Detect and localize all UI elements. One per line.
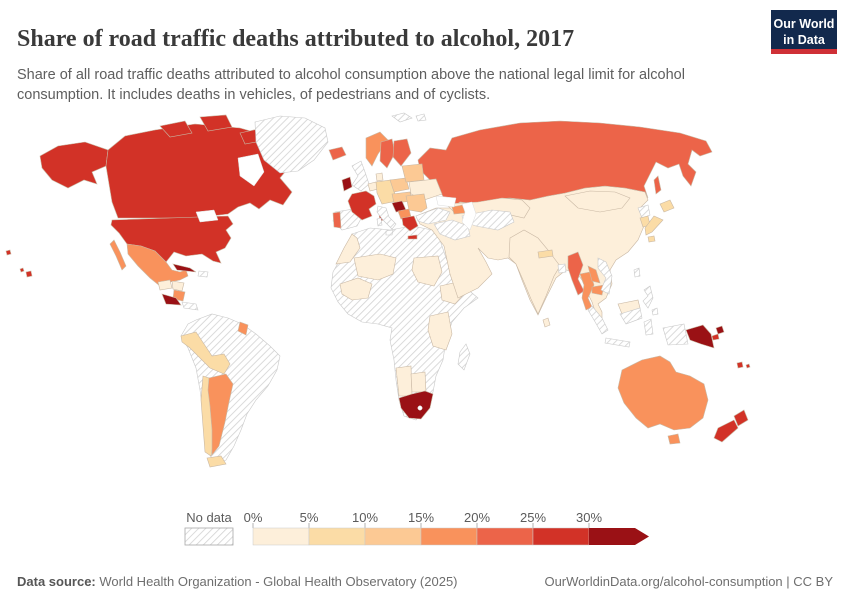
region-namibia[interactable] — [395, 365, 413, 397]
footer-source-label: Data source: — [17, 574, 96, 589]
map-south-america — [180, 313, 281, 468]
owid-logo[interactable]: Our World in Data — [771, 10, 837, 54]
legend-tick-label-0: 0% — [244, 510, 263, 525]
region-costa-rica[interactable] — [161, 293, 182, 306]
region-morocco[interactable] — [335, 233, 361, 265]
region-australia[interactable] — [617, 355, 709, 445]
region-laos[interactable] — [587, 265, 601, 284]
region-ireland[interactable] — [341, 176, 353, 192]
legend-tick-label-15: 15% — [408, 510, 434, 525]
hudson-bay — [237, 153, 265, 187]
region-hawaii[interactable] — [5, 249, 33, 278]
region-cuba[interactable] — [172, 263, 197, 273]
region-peru-ecuador-bolivia[interactable] — [180, 331, 231, 375]
legend-bin-10-15[interactable] — [364, 527, 422, 546]
chart-subtitle: Share of all road traffic deaths attribu… — [17, 66, 685, 104]
region-greenland[interactable] — [254, 115, 329, 174]
legend-bin-15-20[interactable] — [420, 527, 478, 546]
region-botswana[interactable] — [410, 371, 427, 393]
region-mongolia[interactable] — [564, 190, 631, 213]
map-europe — [328, 112, 443, 240]
legend-bin-5-10[interactable] — [308, 527, 366, 546]
region-sweden[interactable] — [379, 138, 396, 169]
footer-source-text: World Health Organization - Global Healt… — [95, 574, 458, 589]
region-tanzania[interactable] — [427, 311, 453, 351]
page-title: Share of road traffic deaths attributed … — [17, 26, 575, 53]
region-sudan[interactable] — [411, 255, 443, 287]
region-turkey[interactable] — [415, 207, 451, 225]
region-vietnam[interactable] — [597, 257, 613, 295]
region-guatemala[interactable] — [157, 279, 173, 291]
region-denmark[interactable] — [375, 172, 384, 182]
black-sea — [435, 195, 457, 208]
footer-source: Data source: World Health Organization -… — [17, 574, 458, 589]
footer: Data source: World Health Organization -… — [17, 574, 833, 589]
region-japan[interactable] — [644, 199, 675, 243]
region-solomon-islands[interactable] — [711, 333, 720, 341]
region-alaska[interactable] — [39, 141, 109, 189]
legend-no-data-swatch[interactable] — [184, 527, 234, 546]
region-greece[interactable] — [401, 215, 419, 240]
region-philippines[interactable] — [642, 285, 659, 316]
owid-logo-line1: Our World — [773, 17, 835, 31]
region-indonesia[interactable] — [587, 305, 689, 348]
region-nepal[interactable] — [537, 249, 554, 259]
world-choropleth-map — [5, 112, 751, 468]
region-north-korea[interactable] — [637, 204, 651, 219]
region-guyana[interactable] — [237, 321, 249, 336]
region-cambodia[interactable] — [591, 284, 605, 296]
caspian-sea — [461, 201, 477, 231]
legend-bin-30-plus-arrow[interactable] — [589, 528, 649, 545]
region-sri-lanka[interactable] — [542, 317, 551, 328]
map-asia — [415, 120, 713, 348]
lesotho-enclave — [417, 405, 423, 411]
region-bangladesh[interactable] — [557, 263, 567, 274]
region-panama[interactable] — [181, 301, 199, 311]
region-taiwan[interactable] — [633, 267, 641, 278]
region-papua-new-guinea[interactable] — [685, 324, 725, 349]
region-svalbard[interactable] — [391, 112, 427, 123]
region-vanuatu-fiji[interactable] — [736, 361, 751, 369]
legend-bin-20-25[interactable] — [476, 527, 534, 546]
region-portugal[interactable] — [332, 211, 342, 229]
owid-logo-line2: in Data — [783, 33, 825, 48]
region-united-kingdom[interactable] — [351, 160, 370, 192]
map-legend: No data 0% 5% 10% 15% 20% 25% 30% — [184, 510, 649, 546]
map-oceania — [617, 324, 751, 445]
region-west-sahel[interactable] — [353, 253, 397, 281]
region-poland[interactable] — [389, 177, 410, 193]
legend-bin-0-5[interactable] — [252, 527, 310, 546]
region-norway[interactable] — [365, 131, 389, 167]
region-madagascar[interactable] — [457, 343, 471, 371]
region-italy[interactable] — [376, 205, 397, 236]
region-finland[interactable] — [392, 138, 412, 167]
footer-link[interactable]: OurWorldinData.org/alcohol-consumption |… — [544, 574, 833, 589]
map-north-america — [5, 114, 329, 311]
region-mexico[interactable] — [109, 239, 189, 287]
region-hispaniola[interactable] — [197, 270, 209, 278]
legend-bin-25-30[interactable] — [532, 527, 590, 546]
legend-tick-label-25: 25% — [520, 510, 546, 525]
region-iceland[interactable] — [328, 146, 347, 161]
region-argentina[interactable] — [207, 373, 234, 456]
legend-tick-label-20: 20% — [464, 510, 490, 525]
legend-tick-label-30: 30% — [576, 510, 602, 525]
region-senegal-guinea[interactable] — [339, 277, 373, 301]
region-romania-bulgaria[interactable] — [405, 193, 428, 213]
region-canada-arctic-islands[interactable] — [159, 114, 263, 145]
region-new-zealand[interactable] — [713, 409, 749, 443]
region-south-africa[interactable] — [398, 390, 434, 420]
region-syria-iraq[interactable] — [433, 219, 471, 241]
legend-tick-label-5: 5% — [300, 510, 319, 525]
region-baltics-belarus[interactable] — [401, 163, 425, 183]
legend-tick-label-10: 10% — [352, 510, 378, 525]
map-africa — [330, 225, 479, 421]
legend-no-data-label: No data — [186, 510, 232, 525]
region-honduras[interactable] — [171, 280, 185, 292]
great-lakes — [195, 209, 219, 223]
